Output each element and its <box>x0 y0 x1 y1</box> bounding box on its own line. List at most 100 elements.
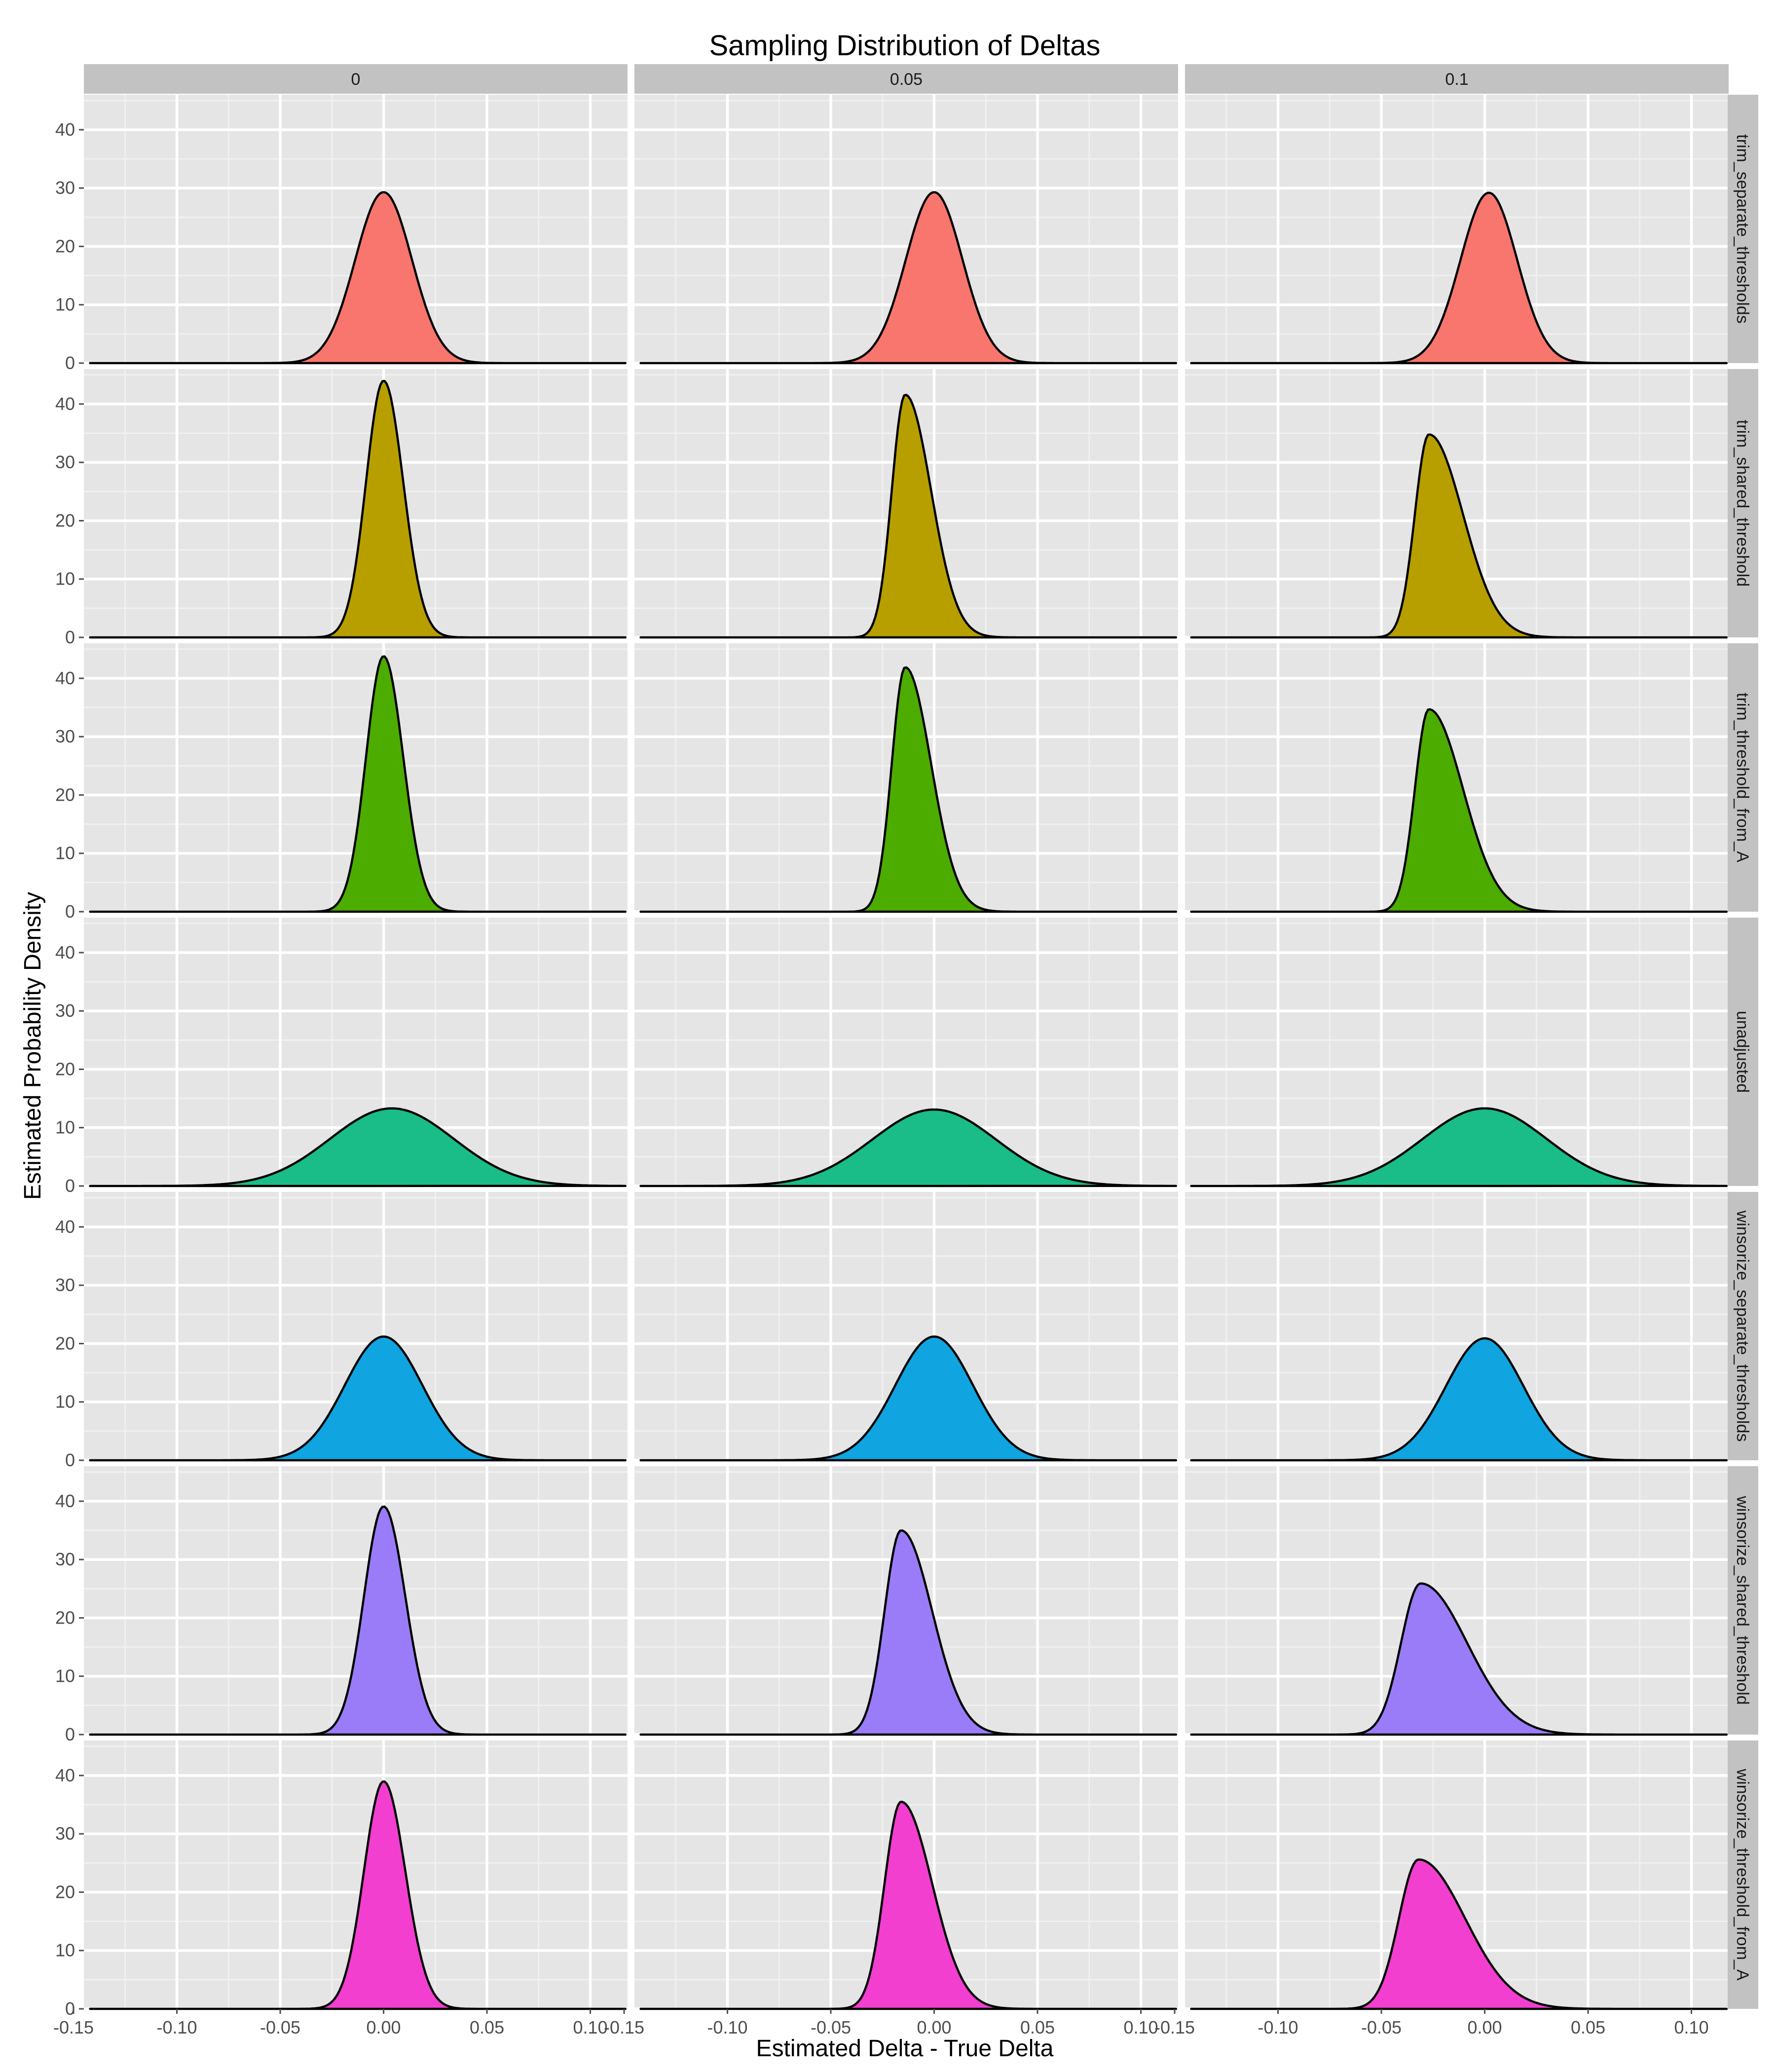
row-strip-label: winsorize_threshold_from_A <box>1733 1769 1752 1981</box>
y-tick-label: 20 <box>55 784 75 805</box>
column-strip-label: 0.05 <box>890 70 923 89</box>
y-tick-label: 40 <box>55 1217 75 1237</box>
facet-panel <box>634 1740 1178 2010</box>
x-tick-label: 0.05 <box>1571 2017 1605 2037</box>
row-strip: winsorize_shared_threshold <box>1728 1466 1758 1735</box>
row-strip-background <box>1728 1192 1758 1460</box>
density-area <box>639 1529 1178 1736</box>
y-tick-label: 0 <box>65 1450 75 1470</box>
column-strip-label: 0.1 <box>1445 70 1468 89</box>
x-tick-label: -0.05 <box>260 2017 300 2037</box>
facet-panel <box>1185 643 1729 913</box>
y-tick-label: 10 <box>55 1392 75 1412</box>
x-tick-label: 0.10 <box>573 2017 608 2037</box>
x-tick-label: -0.10 <box>157 2017 197 2037</box>
x-axis-title: Estimated Delta - True Delta <box>756 2035 1054 2062</box>
density-area <box>89 379 627 639</box>
row-strip-label: trim_shared_threshold <box>1733 420 1752 587</box>
y-tick-label: 0 <box>65 1724 75 1744</box>
y-tick-label: 30 <box>55 726 75 746</box>
facet-panel <box>84 918 628 1187</box>
y-tick-label: 20 <box>55 510 75 530</box>
density-area <box>639 394 1178 639</box>
density-area <box>639 191 1178 365</box>
row-strip-label: winsorize_shared_threshold <box>1733 1495 1752 1704</box>
y-tick-label: 10 <box>55 843 75 863</box>
y-tick-label: 30 <box>55 1000 75 1021</box>
y-tick-label: 10 <box>55 1117 75 1138</box>
y-tick-label: 40 <box>55 942 75 962</box>
row-strip-background <box>1728 643 1758 912</box>
density-area <box>1190 1858 1728 2010</box>
y-tick-label: 20 <box>55 236 75 256</box>
column-strip-background <box>1185 64 1729 94</box>
x-tick-label: 0.00 <box>367 2017 401 2037</box>
column-strip: 0.05 <box>634 64 1178 94</box>
density-area <box>89 191 627 365</box>
y-axis: 0 10 20 30 40 <box>55 1491 84 1744</box>
row-strip: trim_shared_threshold <box>1728 369 1758 637</box>
facet-panel <box>634 1466 1178 1736</box>
y-axis: 0 10 20 30 40 <box>55 1217 84 1470</box>
y-tick-label: 20 <box>55 1059 75 1079</box>
density-area <box>1190 191 1728 365</box>
facet-panel <box>634 1192 1178 1462</box>
column-strip: 0.1 <box>1185 64 1729 94</box>
facet-panel <box>84 95 628 365</box>
y-tick-label: 40 <box>55 1491 75 1511</box>
column-strip: 0 <box>84 64 628 94</box>
density-area <box>639 666 1178 913</box>
y-tick-label: 10 <box>55 1666 75 1686</box>
x-tick-label: 0.10 <box>1124 2017 1158 2037</box>
x-axis: -0.15 -0.10 -0.05 0.00 0.05 0.10 <box>1154 2009 1709 2037</box>
y-tick-label: 40 <box>55 394 75 414</box>
y-tick-label: 10 <box>55 295 75 315</box>
y-tick-label: 20 <box>55 1882 75 1902</box>
x-tick-label: -0.05 <box>811 2017 851 2037</box>
y-axis: 0 10 20 30 40 <box>55 668 84 922</box>
density-area <box>639 1108 1178 1187</box>
y-tick-label: 10 <box>55 569 75 589</box>
density-area <box>89 1335 627 1462</box>
facet-panel <box>84 1192 628 1462</box>
facet-panel <box>84 369 628 639</box>
panel-grid <box>84 95 1729 2010</box>
y-tick-label: 0 <box>65 627 75 647</box>
x-tick-label: -0.10 <box>707 2017 748 2037</box>
facet-panel <box>1185 369 1729 639</box>
row-strip: unadjusted <box>1728 918 1758 1186</box>
facet-panel <box>84 1740 628 2010</box>
facet-panel <box>84 643 628 913</box>
y-tick-label: 20 <box>55 1333 75 1353</box>
row-strip: winsorize_separate_thresholds <box>1728 1192 1758 1460</box>
y-tick-label: 30 <box>55 178 75 198</box>
column-strip-background <box>634 64 1178 94</box>
facet-panel <box>1185 918 1729 1187</box>
y-tick-label: 30 <box>55 1275 75 1295</box>
x-tick-label: 0.05 <box>470 2017 504 2037</box>
density-area <box>1190 1582 1728 1736</box>
x-tick-label: 0.00 <box>1468 2017 1502 2037</box>
row-strip-background <box>1728 1466 1758 1735</box>
x-axis: -0.15 -0.10 -0.05 0.00 0.05 0.10 <box>53 2009 608 2037</box>
density-area <box>1190 1337 1728 1462</box>
row-strip-label: trim_threshold_from_A <box>1733 693 1752 862</box>
facet-panel <box>1185 1740 1729 2010</box>
density-area <box>89 655 627 913</box>
facet-panel <box>1185 1466 1729 1736</box>
y-tick-label: 40 <box>55 668 75 688</box>
row-strip-background <box>1728 1740 1758 2009</box>
density-area <box>89 1107 627 1187</box>
y-tick-label: 10 <box>55 1940 75 1961</box>
y-axis: 0 10 20 30 40 <box>55 394 84 647</box>
y-axis-title: Estimated Probability Density <box>20 892 46 1200</box>
density-area <box>1190 708 1728 913</box>
x-tick-label: -0.15 <box>604 2017 644 2037</box>
density-area <box>89 1780 627 2010</box>
x-tick-label: -0.10 <box>1258 2017 1298 2037</box>
x-tick-label: -0.15 <box>1154 2017 1195 2037</box>
row-strip-background <box>1728 95 1758 363</box>
chart-title: Sampling Distribution of Deltas <box>709 30 1100 62</box>
x-tick-label: -0.15 <box>53 2017 94 2037</box>
